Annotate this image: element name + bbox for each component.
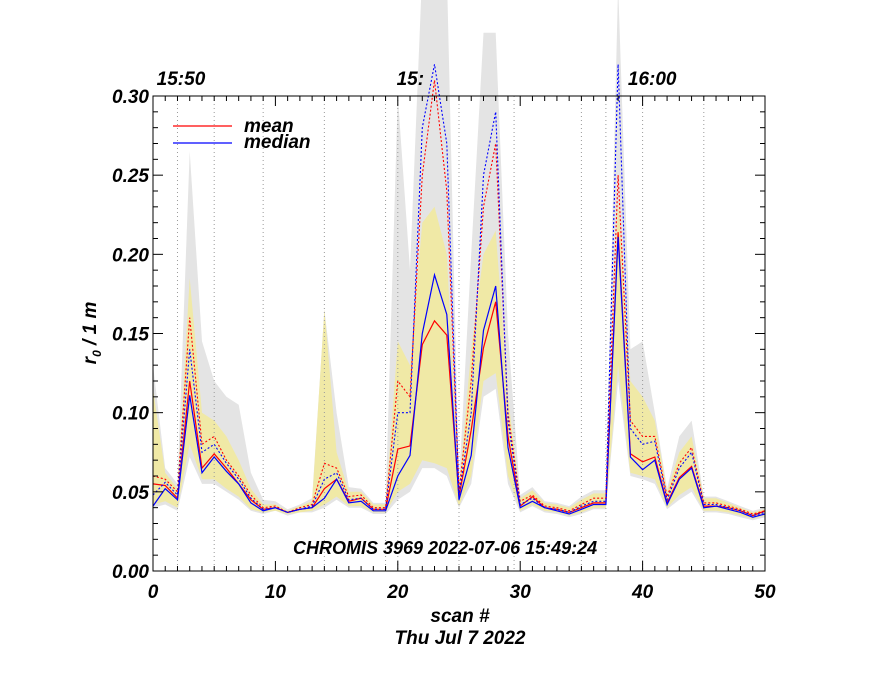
- y-tick-label: 0.15: [112, 325, 149, 346]
- series-median-upper: [153, 64, 765, 517]
- y-tick-label: 0.05: [112, 483, 149, 504]
- y-axis-label: r0 / 1 m: [80, 302, 104, 365]
- x-axis-label: scan #: [430, 606, 490, 627]
- legend-mean-label: mean: [244, 116, 294, 137]
- x-tick-label: 30: [510, 582, 532, 603]
- y-tick-label: 0.20: [112, 245, 149, 266]
- legend: mean median: [173, 116, 311, 153]
- x-tick-label: 40: [631, 582, 654, 603]
- top-time-label: 15:: [397, 69, 424, 90]
- data-series: [153, 64, 765, 518]
- axis-ticks: 0 10 20 30 40 50 0.00 0.05 0.10 0.15 0.20 0.25 0.30 1…: [112, 69, 776, 603]
- x-axis-date-label: Thu Jul 7 2022: [395, 628, 526, 649]
- series-median: [153, 236, 765, 518]
- legend-median-label: median: [244, 132, 311, 153]
- chart-annotation: CHROMIS 3969 2022-07-06 15:49:24: [293, 538, 597, 558]
- y-axis-label-unit: / 1 m: [80, 302, 101, 351]
- top-time-label: 15:50: [157, 69, 206, 90]
- x-tick-label: 10: [265, 582, 287, 603]
- x-tick-label: 50: [754, 582, 776, 603]
- y-tick-label: 0.10: [112, 404, 149, 425]
- top-time-label: 16:00: [628, 69, 677, 90]
- svg-text:r0 / 1 m: r0 / 1 m: [80, 302, 104, 365]
- x-tick-label: 0: [148, 582, 159, 603]
- y-axis-label-main: r: [80, 355, 101, 364]
- x-tick-label: 20: [386, 582, 409, 603]
- confidence-bands: [153, 0, 765, 521]
- y-axis-label-subscript: 0: [90, 350, 104, 357]
- y-tick-label: 0.30: [112, 87, 149, 108]
- y-tick-label: 0.00: [112, 562, 149, 583]
- y-tick-label: 0.25: [112, 166, 149, 187]
